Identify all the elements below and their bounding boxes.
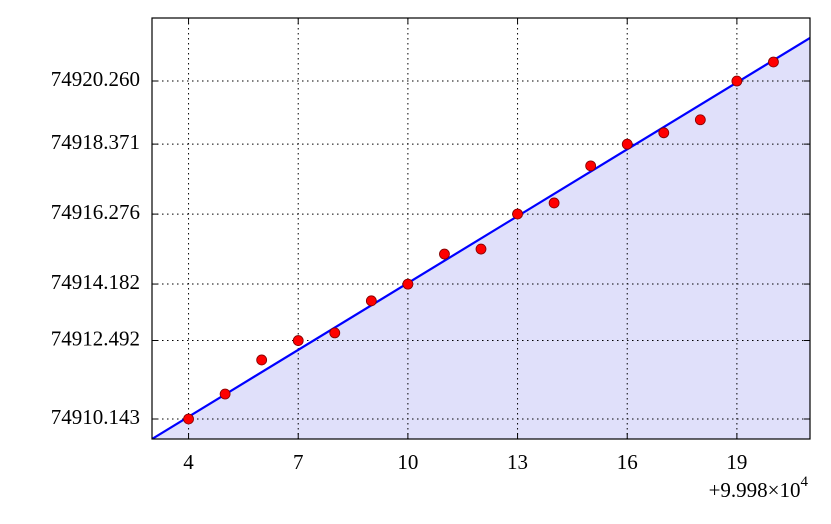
plot-frame — [151, 17, 811, 440]
fit-line — [152, 36, 810, 439]
data-point — [183, 413, 194, 425]
y-tick-label: 74910.143 — [51, 405, 140, 429]
y-tick-label: 74914.182 — [51, 270, 140, 294]
data-point — [768, 56, 779, 68]
data-point — [329, 327, 341, 339]
y-tick-label: 74920.260 — [51, 67, 140, 91]
data-point — [439, 248, 450, 260]
data-point — [365, 295, 377, 307]
data-point — [256, 354, 268, 366]
data-point — [731, 75, 743, 87]
x-tick-label: 4 — [183, 450, 194, 474]
x-offset-label: +9.998×104 — [709, 474, 809, 501]
x-tick-label: 19 — [726, 450, 747, 474]
x-offset-exponent: 4 — [801, 474, 809, 490]
y-tick-label: 74918.371 — [51, 130, 140, 154]
x-tick-label: 7 — [293, 450, 304, 474]
data-point — [658, 127, 670, 139]
y-tick-label: 74916.276 — [51, 200, 140, 224]
data-point — [475, 243, 487, 255]
data-point — [219, 388, 231, 400]
x-offset-base: +9.998×10 — [709, 478, 801, 502]
x-tick-label: 16 — [617, 450, 638, 474]
x-tick-label: 10 — [397, 450, 418, 474]
data-point — [292, 335, 304, 346]
data-point — [621, 138, 633, 150]
data-point — [512, 208, 523, 220]
y-tick-label: 74912.492 — [51, 326, 140, 350]
data-point — [548, 197, 560, 209]
data-point — [402, 278, 414, 290]
data-point — [694, 114, 706, 126]
x-tick-label: 13 — [507, 450, 528, 474]
data-point — [585, 160, 597, 172]
